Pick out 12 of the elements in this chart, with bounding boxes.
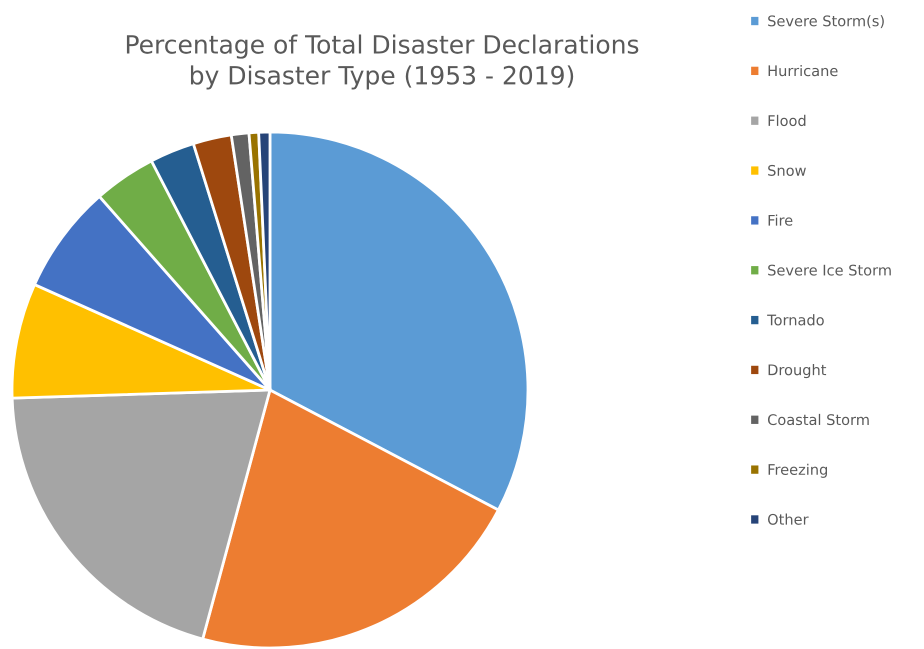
legend-label: Fire	[768, 214, 792, 226]
legend-label: Hurricane	[768, 64, 838, 76]
legend-label: Tornado	[767, 314, 824, 326]
legend-label: Other	[768, 514, 809, 525]
text: Percentage of Total Disaster Declarations by Disaster Type (1953 - 2019)	[126, 34, 638, 90]
legend-label: Drought	[768, 364, 826, 378]
legend-label: Coastal Storm	[768, 414, 869, 426]
legend-label: Severe Ice Storm	[768, 264, 891, 276]
legend-label: Snow	[768, 164, 806, 176]
legend-label: Freezing	[768, 464, 827, 478]
legend-label: Flood	[768, 114, 806, 126]
legend-label: Severe Storm(s)	[768, 15, 884, 28]
